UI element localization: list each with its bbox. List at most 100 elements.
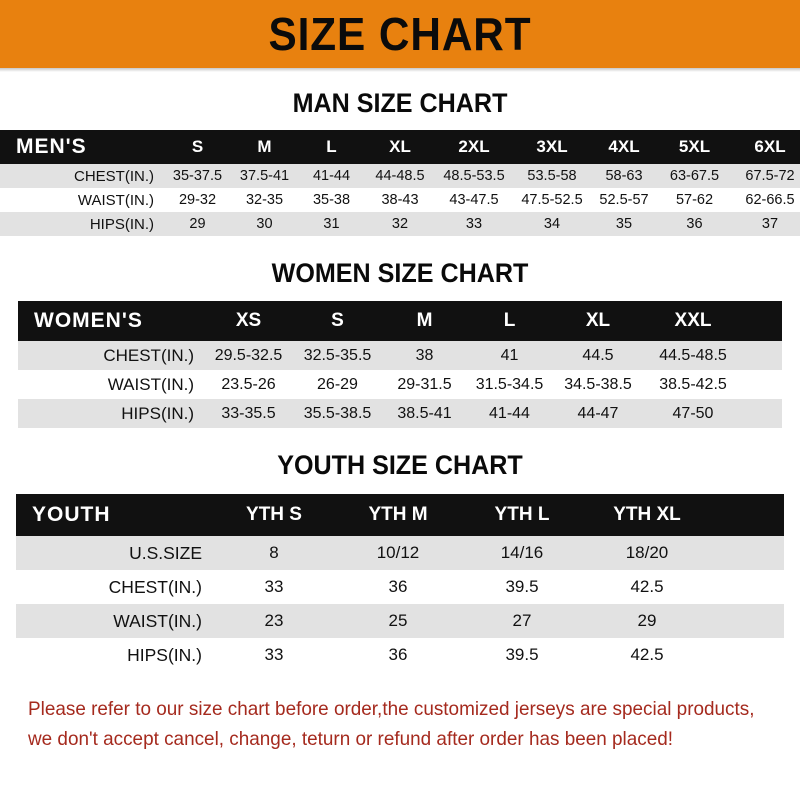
men-cell-0-0: 35-37.5 (172, 168, 223, 184)
youth-table-header: YOUTH YTH S YTH M YTH L YTH XL (16, 494, 784, 536)
youth-size-col-1: YTH M (368, 504, 428, 525)
youth-cell-3-3: 42.5 (630, 645, 664, 664)
youth-cell-0-2: 14/16 (500, 543, 544, 562)
women-size-col-2: M (416, 310, 433, 331)
men-size-col-2: L (326, 137, 337, 156)
women-cell-0-5: 44.5-48.5 (659, 346, 727, 364)
page-banner: SIZE CHART (0, 0, 800, 68)
men-cell-0-5: 53.5-58 (527, 168, 577, 184)
women-cell-1-4: 34.5-38.5 (564, 375, 632, 393)
men-cell-2-6: 35 (615, 216, 633, 232)
youth-cell-2-4 (710, 604, 784, 638)
youth-header-label: YOUTH (32, 503, 111, 526)
youth-cell-2-3: 29 (637, 611, 657, 630)
men-size-col-7: 5XL (678, 137, 711, 156)
men-cell-1-3: 38-43 (381, 192, 419, 208)
men-row-label-0: CHEST(IN.) (74, 167, 154, 185)
youth-section: YOUTH SIZE CHART YOUTH YTH S YTH M YTH L… (0, 450, 800, 672)
women-cell-1-2: 29-31.5 (397, 375, 452, 393)
women-cell-2-4: 44-47 (577, 404, 619, 422)
men-section-title: MAN SIZE CHART (292, 88, 508, 118)
women-cell-1-1: 26-29 (317, 375, 358, 393)
men-size-col-3: XL (389, 137, 411, 156)
men-row-label-2: HIPS(IN.) (89, 215, 154, 233)
youth-header-row: YOUTH YTH S YTH M YTH L YTH XL (16, 494, 784, 536)
men-cell-0-1: 37.5-41 (239, 168, 290, 184)
women-cell-0-0: 29.5-32.5 (214, 346, 283, 364)
youth-cell-2-0: 23 (264, 611, 284, 630)
men-table-header: MEN'S S M L XL 2XL 3XL 4XL 5XL 6XL (0, 130, 800, 164)
men-size-col-8: 6XL (754, 137, 786, 156)
youth-cell-3-1: 36 (388, 645, 408, 664)
women-size-table: WOMEN'S XS S M L XL XXL CHEST(IN.) 29.5-… (18, 301, 782, 428)
youth-size-table: YOUTH YTH S YTH M YTH L YTH XL U.S.SIZE … (16, 494, 784, 672)
women-size-col-0: XS (235, 310, 262, 331)
youth-cell-0-3: 18/20 (625, 543, 669, 562)
women-cell-2-2: 38.5-41 (397, 404, 452, 422)
men-cell-2-8: 37 (761, 216, 779, 232)
youth-row-label-1: CHEST(IN.) (108, 576, 202, 597)
table-row: WAIST(IN.) 29-32 32-35 35-38 38-43 43-47… (0, 188, 800, 212)
table-row: HIPS(IN.) 33-35.5 35.5-38.5 38.5-41 41-4… (18, 399, 782, 428)
youth-size-col-0: YTH S (246, 504, 302, 525)
women-row-label-0: CHEST(IN.) (103, 345, 194, 365)
women-size-col-6 (742, 301, 782, 341)
men-cell-2-5: 34 (543, 216, 561, 232)
men-cell-1-0: 29-32 (178, 192, 217, 208)
disclaimer-line-1: Please refer to our size chart before or… (28, 698, 755, 720)
men-cell-0-2: 41-44 (312, 168, 351, 184)
youth-cell-1-0: 33 (264, 577, 284, 596)
men-table-body: CHEST(IN.) 35-37.5 37.5-41 41-44 44-48.5… (0, 164, 800, 236)
women-size-col-4: XL (585, 310, 611, 331)
youth-cell-3-2: 39.5 (505, 645, 539, 664)
youth-row-label-2: WAIST(IN.) (113, 610, 202, 631)
women-cell-0-4: 44.5 (582, 346, 614, 364)
women-cell-1-5: 38.5-42.5 (659, 375, 727, 393)
youth-cell-1-2: 39.5 (505, 577, 539, 596)
men-header-label: MEN'S (16, 135, 87, 158)
men-cell-2-0: 29 (189, 216, 206, 232)
women-header-label: WOMEN'S (34, 309, 143, 332)
men-cell-1-7: 57-62 (675, 192, 714, 208)
youth-size-col-3: YTH XL (613, 504, 681, 525)
men-cell-0-7: 63-67.5 (669, 168, 720, 184)
youth-cell-3-0: 33 (264, 645, 284, 664)
banner-shadow (0, 68, 800, 72)
women-row-label-1: WAIST(IN.) (107, 374, 194, 394)
men-cell-0-4: 48.5-53.5 (443, 168, 505, 184)
women-section-title: WOMEN SIZE CHART (271, 258, 529, 288)
men-cell-2-1: 30 (256, 216, 273, 232)
women-table-header: WOMEN'S XS S M L XL XXL (18, 301, 782, 341)
men-size-table: MEN'S S M L XL 2XL 3XL 4XL 5XL 6XL CHEST… (0, 130, 800, 236)
women-cell-2-5: 47-50 (672, 404, 714, 422)
men-cell-2-3: 32 (391, 216, 409, 232)
youth-cell-1-3: 42.5 (630, 577, 664, 596)
table-row: HIPS(IN.) 33 36 39.5 42.5 (16, 638, 784, 672)
disclaimer-note: Please refer to our size chart before or… (28, 694, 755, 754)
men-cell-2-2: 31 (323, 216, 340, 232)
women-cell-0-3: 41 (500, 346, 519, 364)
women-cell-1-6 (742, 370, 782, 399)
women-section: WOMEN SIZE CHART WOMEN'S XS S M L XL XXL… (0, 258, 800, 428)
men-size-col-6: 4XL (608, 137, 640, 156)
men-size-col-1: M (257, 137, 272, 156)
men-cell-1-5: 47.5-52.5 (521, 192, 583, 208)
table-row: CHEST(IN.) 29.5-32.5 32.5-35.5 38 41 44.… (18, 341, 782, 370)
page-title: SIZE CHART (268, 8, 532, 60)
men-size-col-5: 3XL (536, 137, 568, 156)
men-cell-2-4: 33 (465, 216, 483, 232)
youth-row-label-3: HIPS(IN.) (127, 644, 202, 665)
youth-cell-0-4 (710, 536, 784, 570)
women-cell-2-0: 33-35.5 (221, 404, 276, 422)
table-row: U.S.SIZE 8 10/12 14/16 18/20 (16, 536, 784, 570)
men-section: MAN SIZE CHART MEN'S S M L XL 2XL 3XL 4X… (0, 88, 800, 236)
women-cell-1-0: 23.5-26 (221, 375, 276, 393)
men-size-col-0: S (191, 137, 204, 156)
women-cell-2-3: 41-44 (489, 404, 530, 422)
youth-table-body: U.S.SIZE 8 10/12 14/16 18/20 CHEST(IN.) … (16, 536, 784, 672)
women-cell-1-3: 31.5-34.5 (475, 375, 544, 393)
men-cell-1-6: 52.5-57 (599, 192, 649, 208)
men-cell-0-8: 67.5-72 (745, 168, 795, 184)
youth-cell-0-1: 10/12 (376, 543, 420, 562)
youth-cell-0-0: 8 (269, 543, 279, 562)
